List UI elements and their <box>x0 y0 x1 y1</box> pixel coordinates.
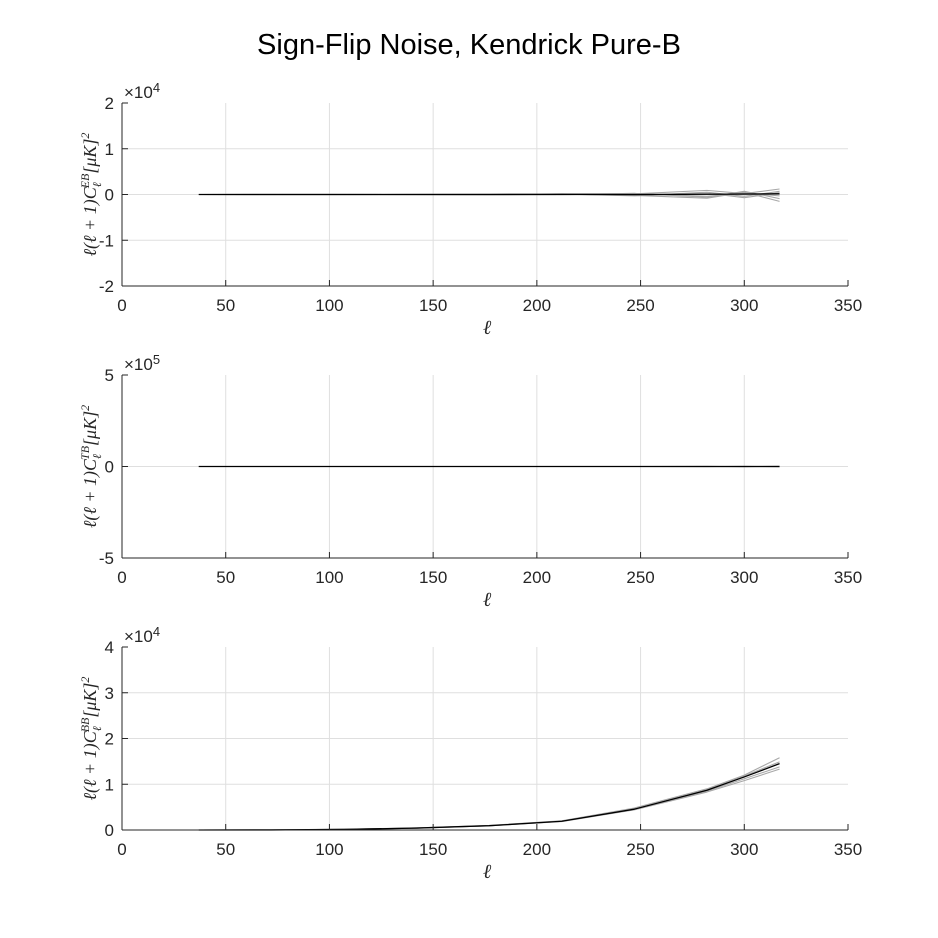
x-tick-label: 150 <box>419 296 447 315</box>
chart-panel-bb: 0 50 100 150 200 250 300 350 0 1 2 3 4 ×104 ℓ ℓ(ℓ + 1)C… <box>78 624 862 883</box>
series-line-6 <box>198 193 780 196</box>
x-tick-label: 350 <box>834 840 862 859</box>
x-tick-label: 200 <box>523 296 551 315</box>
x-tick-label: 50 <box>216 568 235 587</box>
x-tick-label: 150 <box>419 840 447 859</box>
y-tick-label: 5 <box>105 366 114 385</box>
y-tick-label: -1 <box>99 231 114 250</box>
x-tick-label: 300 <box>730 568 758 587</box>
x-tick-label: 50 <box>216 840 235 859</box>
x-axis-label: ℓ <box>483 317 492 339</box>
x-tick-label: 100 <box>315 568 343 587</box>
x-tick-label: 200 <box>523 840 551 859</box>
x-axis-label: ℓ <box>483 861 492 883</box>
x-tick-label: 0 <box>117 840 126 859</box>
y-axis-label: ℓ(ℓ + 1)CℓEB[μK]2 <box>78 133 104 257</box>
y-tick-label: 2 <box>105 94 114 113</box>
y-tick-label: 2 <box>105 730 114 749</box>
y-tick-label: -2 <box>99 277 114 296</box>
y-axis-label: ℓ(ℓ + 1)CℓBB[μK]2 <box>78 677 104 801</box>
x-axis-label: ℓ <box>483 589 492 611</box>
figure-title: Sign-Flip Noise, Kendrick Pure-B <box>257 29 681 61</box>
x-tick-label: 250 <box>626 568 654 587</box>
x-tick-label: 50 <box>216 296 235 315</box>
y-tick-label: -5 <box>99 549 114 568</box>
x-tick-label: 250 <box>626 296 654 315</box>
y-tick-label: 0 <box>105 458 114 477</box>
x-tick-label: 350 <box>834 568 862 587</box>
y-tick-label: 1 <box>105 140 114 159</box>
y-tick-label: 1 <box>105 775 114 794</box>
x-tick-label: 100 <box>315 840 343 859</box>
y-tick-label: 0 <box>105 186 114 205</box>
series-line-1 <box>198 768 780 831</box>
x-tick-label: 0 <box>117 296 126 315</box>
exponent-label: ×104 <box>124 624 160 646</box>
exponent-label: ×104 <box>124 80 160 102</box>
x-tick-label: 300 <box>730 840 758 859</box>
y-tick-label: 4 <box>105 638 114 657</box>
series-line-4 <box>198 763 780 831</box>
chart-panel-eb: 0 50 100 150 200 250 300 350 -2 -1 0 1 2 ×104 ℓ ℓ(ℓ + 1… <box>78 80 862 339</box>
exponent-label: ×105 <box>124 352 160 374</box>
y-tick-label: 0 <box>105 821 114 840</box>
x-tick-label: 350 <box>834 296 862 315</box>
x-tick-label: 300 <box>730 296 758 315</box>
x-tick-label: 200 <box>523 568 551 587</box>
series-line-3 <box>198 766 780 831</box>
x-tick-label: 0 <box>117 568 126 587</box>
x-tick-label: 250 <box>626 840 654 859</box>
y-tick-label: 3 <box>105 684 114 703</box>
x-tick-label: 100 <box>315 296 343 315</box>
y-axis-label: ℓ(ℓ + 1)CℓTB[μK]2 <box>78 405 104 528</box>
x-tick-label: 150 <box>419 568 447 587</box>
